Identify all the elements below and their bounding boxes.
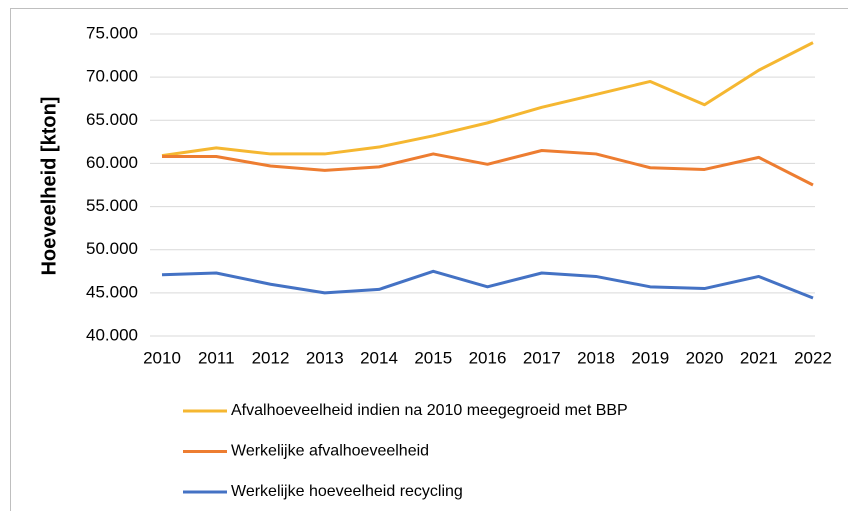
x-tick-label: 2013 — [306, 348, 344, 367]
y-tick-label: 60.000 — [86, 153, 138, 172]
x-tick-label: 2016 — [469, 348, 507, 367]
y-tick-label: 40.000 — [86, 325, 138, 344]
legend-label: Afvalhoeveelheid indien na 2010 meegegro… — [231, 402, 628, 419]
x-tick-label: 2018 — [577, 348, 615, 367]
legend-label: Werkelijke hoeveelheid recycling — [231, 483, 463, 500]
series-line — [161, 41, 814, 158]
x-tick-label: 2017 — [523, 348, 561, 367]
y-tick-label: 65.000 — [86, 110, 138, 129]
y-tick-label: 45.000 — [86, 282, 138, 301]
x-tick-label: 2020 — [686, 348, 724, 367]
x-tick-label: 2022 — [794, 348, 832, 367]
x-tick-label: 2010 — [143, 348, 181, 367]
x-tick-label: 2021 — [740, 348, 778, 367]
y-tick-label: 70.000 — [86, 67, 138, 86]
x-tick-label: 2019 — [631, 348, 669, 367]
y-tick-label: 55.000 — [86, 196, 138, 215]
y-tick-label: 75.000 — [86, 23, 138, 42]
series-line — [162, 148, 814, 187]
y-tick-label: 50.000 — [86, 239, 138, 258]
chart-frame — [10, 8, 848, 511]
legend-label: Werkelijke afvalhoeveelheid — [231, 443, 429, 460]
x-tick-label: 2014 — [360, 348, 398, 367]
y-axis-label: Hoeveelheid [kton] — [38, 97, 60, 276]
series-line — [161, 269, 814, 300]
x-tick-label: 2012 — [252, 348, 290, 367]
x-tick-label: 2015 — [414, 348, 452, 367]
x-tick-label: 2011 — [198, 348, 235, 367]
